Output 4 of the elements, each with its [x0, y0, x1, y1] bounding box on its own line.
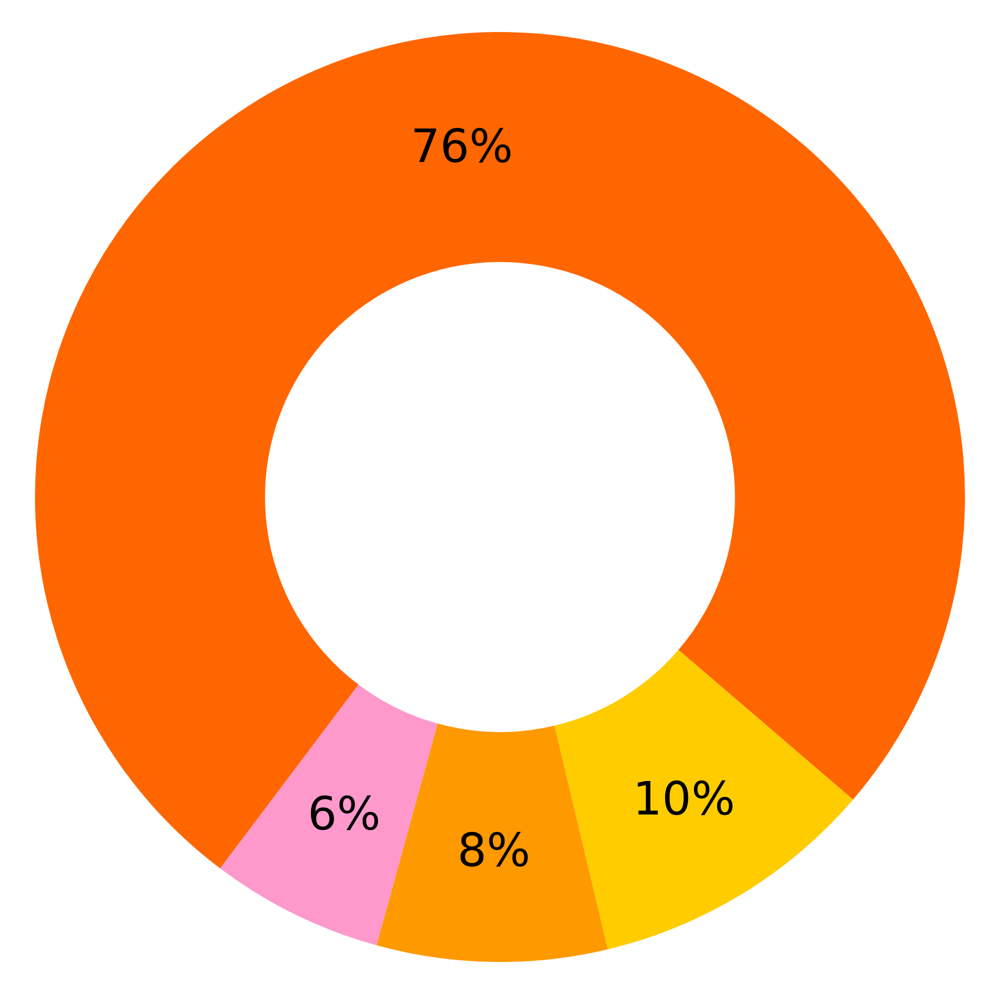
data-label: 6% — [308, 786, 381, 841]
data-label: 8% — [457, 822, 530, 877]
data-label: 76% — [410, 119, 513, 174]
data-label: 10% — [632, 771, 736, 826]
